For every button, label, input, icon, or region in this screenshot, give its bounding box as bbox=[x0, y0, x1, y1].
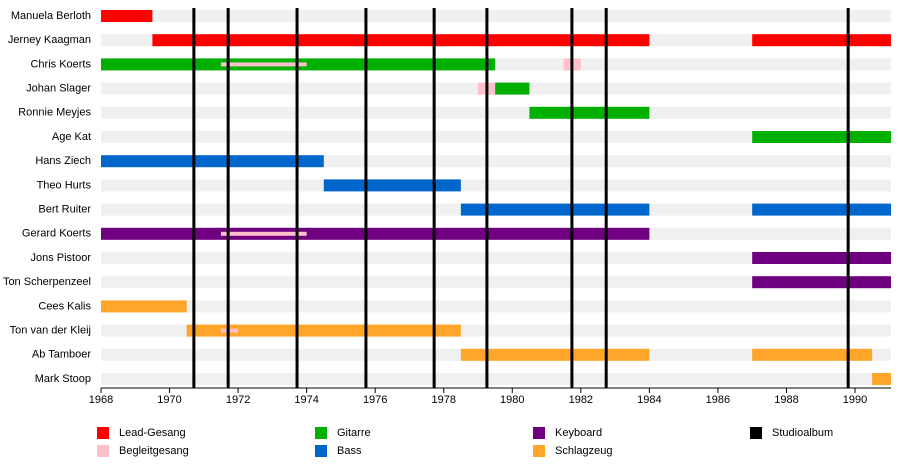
legend-swatch bbox=[315, 427, 327, 439]
row-label: Hans Ziech bbox=[35, 155, 91, 167]
x-tick-label: 1982 bbox=[569, 394, 593, 406]
row-label: Mark Stoop bbox=[35, 373, 91, 385]
legend-label: Begleitgesang bbox=[119, 445, 189, 457]
row-stripe bbox=[101, 10, 891, 22]
span-bar bbox=[495, 82, 530, 95]
legend-swatch bbox=[750, 427, 762, 439]
span-bar bbox=[152, 34, 650, 47]
span-bar bbox=[460, 348, 650, 361]
row-label: Cees Kalis bbox=[38, 300, 91, 312]
row-label: Bert Ruiter bbox=[38, 204, 91, 216]
x-tick-label: 1984 bbox=[637, 394, 661, 406]
span-bar bbox=[101, 300, 187, 313]
x-tick-label: 1986 bbox=[706, 394, 730, 406]
legend-swatch bbox=[533, 427, 545, 439]
span-bar bbox=[186, 324, 461, 337]
legend-label: Lead-Gesang bbox=[119, 427, 186, 439]
legend-label: Studioalbum bbox=[772, 427, 833, 439]
legend-swatch bbox=[97, 427, 109, 439]
span-bar bbox=[752, 276, 891, 289]
span-bar bbox=[872, 373, 891, 385]
row-label: Theo Hurts bbox=[37, 179, 92, 191]
legend-swatch bbox=[315, 445, 327, 457]
row-label: Manuela Berloth bbox=[11, 10, 91, 22]
row-label: Ronnie Meyjes bbox=[18, 107, 91, 119]
x-tick-label: 1974 bbox=[294, 394, 318, 406]
row-stripe bbox=[101, 179, 891, 192]
span-bar bbox=[460, 203, 650, 216]
row-stripe bbox=[101, 106, 891, 119]
legend-swatch bbox=[533, 445, 545, 457]
legend-swatch bbox=[97, 445, 109, 457]
x-tick-label: 1978 bbox=[431, 394, 455, 406]
overlay-bar bbox=[220, 62, 307, 67]
span-bar bbox=[752, 252, 891, 264]
legend-label: Gitarre bbox=[337, 427, 371, 439]
x-tick-label: 1988 bbox=[774, 394, 798, 406]
row-label: Jons Pistoor bbox=[30, 252, 91, 264]
row-label: Johan Slager bbox=[26, 83, 91, 95]
span-bar bbox=[101, 155, 324, 168]
legend-label: Bass bbox=[337, 445, 362, 457]
overlay-bar bbox=[220, 231, 307, 236]
span-bar bbox=[752, 348, 873, 361]
span-bar bbox=[752, 203, 891, 216]
legend-label: Keyboard bbox=[555, 427, 602, 439]
x-tick-label: 1970 bbox=[157, 394, 181, 406]
row-label: Ton Scherpenzeel bbox=[3, 276, 91, 288]
span-bar bbox=[101, 227, 650, 240]
x-tick-label: 1976 bbox=[363, 394, 387, 406]
span-bar bbox=[323, 179, 461, 192]
x-tick-label: 1990 bbox=[843, 394, 867, 406]
row-stripe bbox=[101, 300, 891, 313]
span-bar bbox=[752, 34, 891, 47]
row-label: Jerney Kaagman bbox=[8, 34, 91, 46]
row-label: Ab Tamboer bbox=[32, 349, 91, 361]
legend-label: Schlagzeug bbox=[555, 445, 613, 457]
row-label: Chris Koerts bbox=[30, 58, 91, 70]
x-tick-label: 1980 bbox=[500, 394, 524, 406]
row-stripe bbox=[101, 373, 891, 385]
row-label: Age Kat bbox=[52, 131, 91, 143]
row-label: Gerard Koerts bbox=[22, 228, 92, 240]
row-label: Ton van der Kleij bbox=[10, 325, 91, 337]
span-bar bbox=[752, 131, 891, 143]
span-bar bbox=[529, 106, 650, 119]
span-bar bbox=[101, 10, 153, 22]
x-tick-label: 1972 bbox=[226, 394, 250, 406]
x-tick-label: 1968 bbox=[89, 394, 113, 406]
